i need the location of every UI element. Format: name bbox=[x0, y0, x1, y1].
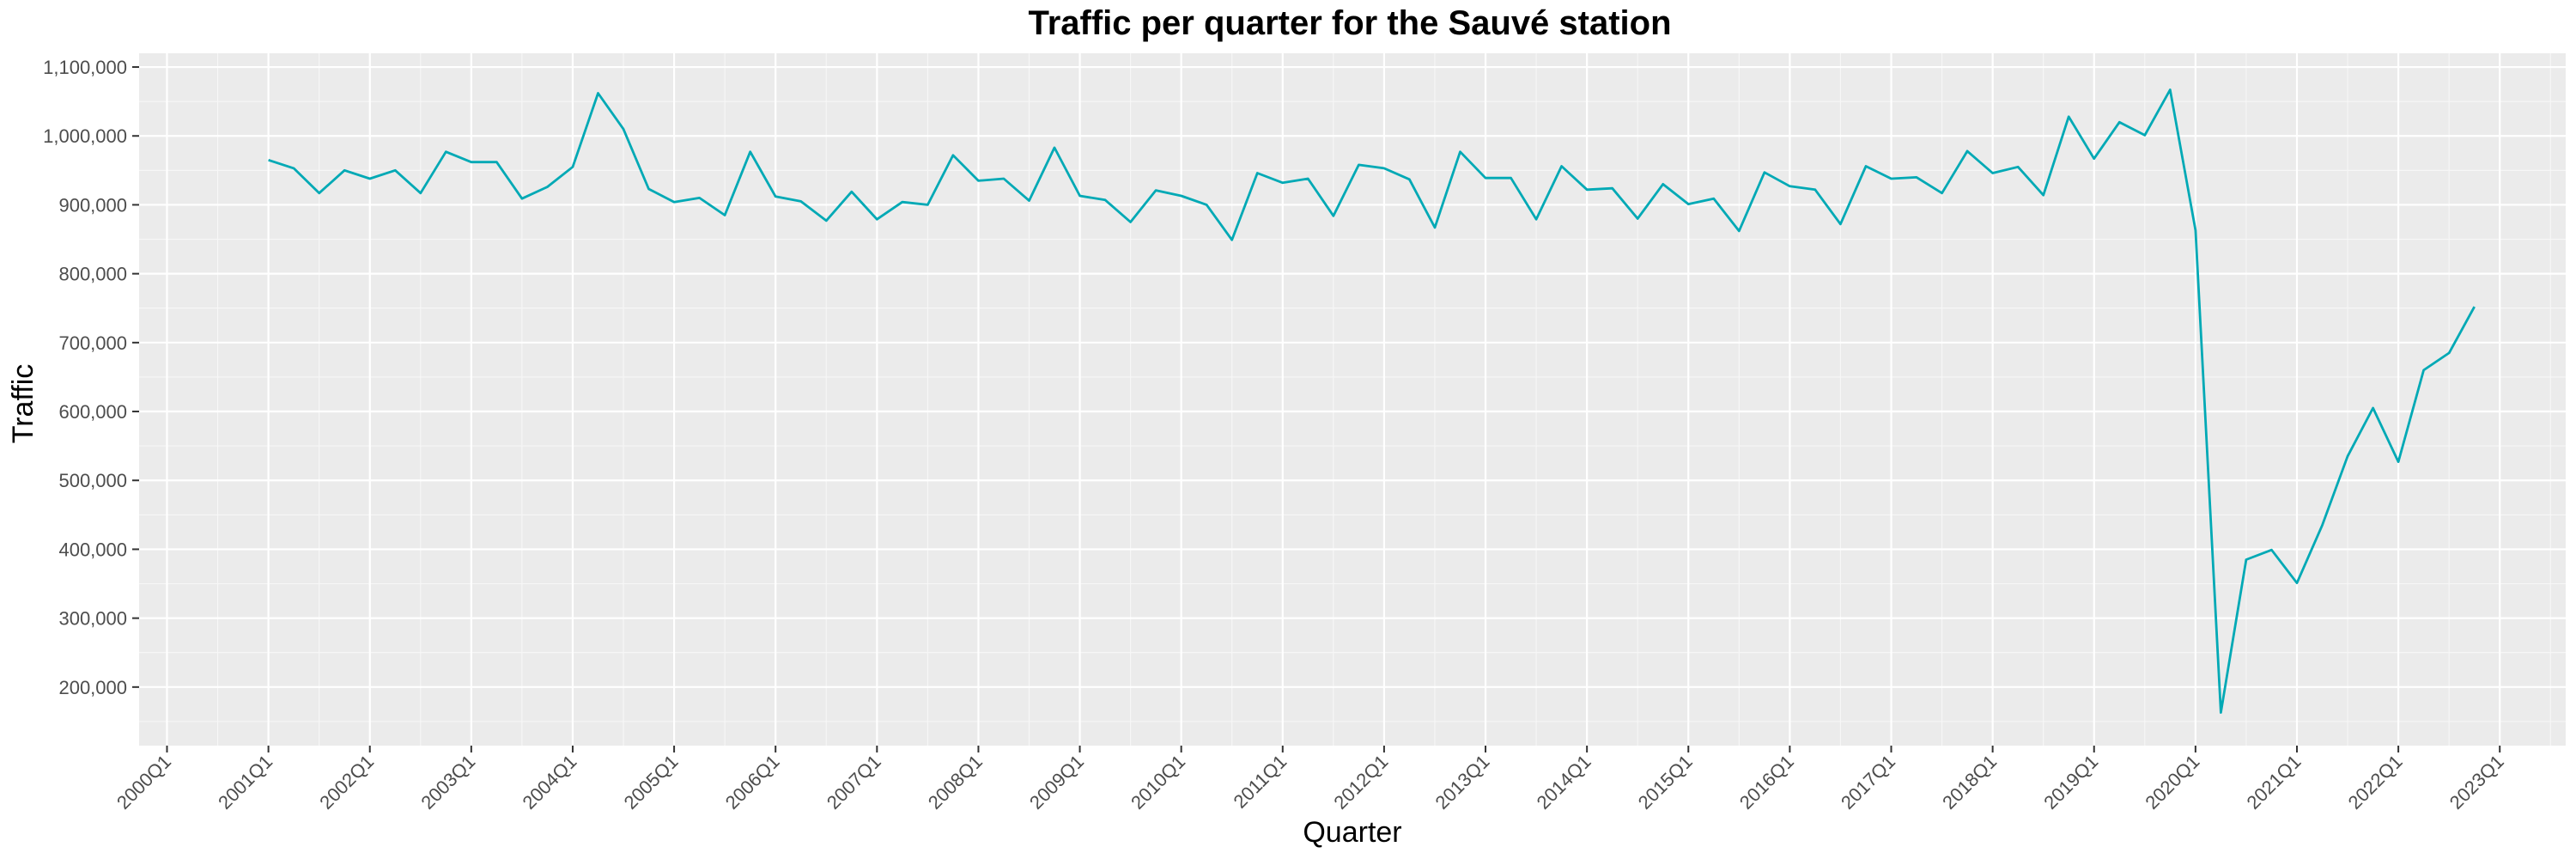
y-tick-label: 500,000 bbox=[58, 470, 127, 491]
minor-gridlines bbox=[139, 53, 2566, 746]
y-tick-label: 400,000 bbox=[58, 539, 127, 560]
y-tick-label: 200,000 bbox=[58, 677, 127, 698]
y-tick-label: 1,100,000 bbox=[43, 57, 127, 78]
y-tick-label: 700,000 bbox=[58, 332, 127, 354]
y-tick-label: 300,000 bbox=[58, 608, 127, 630]
plot-panel bbox=[139, 53, 2566, 746]
x-axis-title: Quarter bbox=[1303, 816, 1401, 849]
y-tick-label: 1,000,000 bbox=[43, 125, 127, 147]
major-gridlines bbox=[139, 53, 2566, 746]
y-axis: 200,000 300,000 400,000 500,000 600,000 700,0… bbox=[43, 57, 139, 698]
y-tick-label: 800,000 bbox=[58, 264, 127, 285]
series-layer bbox=[268, 88, 2476, 714]
y-axis-title: Traffic bbox=[7, 364, 39, 444]
series-line bbox=[268, 88, 2476, 714]
y-tick-label: 900,000 bbox=[58, 194, 127, 216]
chart-title: Traffic per quarter for the Sauvé statio… bbox=[1028, 4, 1671, 42]
y-tick-label: 600,000 bbox=[58, 401, 127, 423]
